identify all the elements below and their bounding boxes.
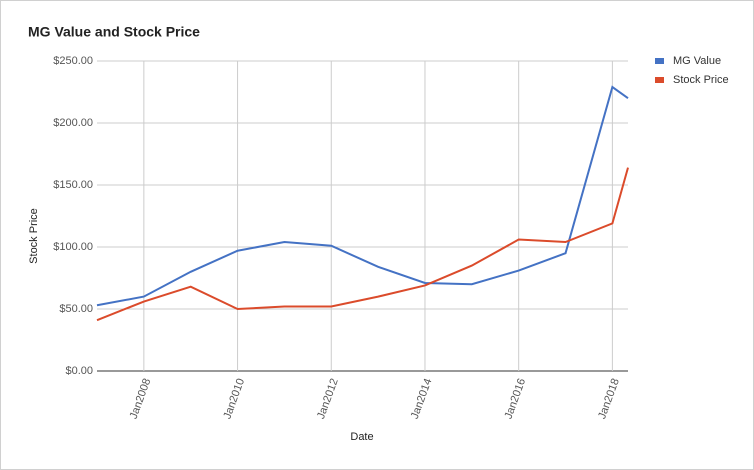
chart-title: MG Value and Stock Price [28,24,200,40]
series-line [96,167,629,322]
y-tick-label: $200.00 [53,117,93,129]
x-axis-title: Date [350,431,373,443]
y-tick-label: $250.00 [53,55,93,67]
y-tick-label: $100.00 [53,241,93,253]
y-tick-label: $50.00 [59,303,93,315]
series-line [96,85,629,307]
legend-swatch [655,77,664,83]
y-tick-label: $0.00 [65,365,93,377]
legend-label: MG Value [673,55,721,67]
y-axis-title: Stock Price [28,208,40,264]
legend-swatch [655,58,664,64]
legend-label: Stock Price [673,74,729,86]
y-tick-label: $150.00 [53,179,93,191]
